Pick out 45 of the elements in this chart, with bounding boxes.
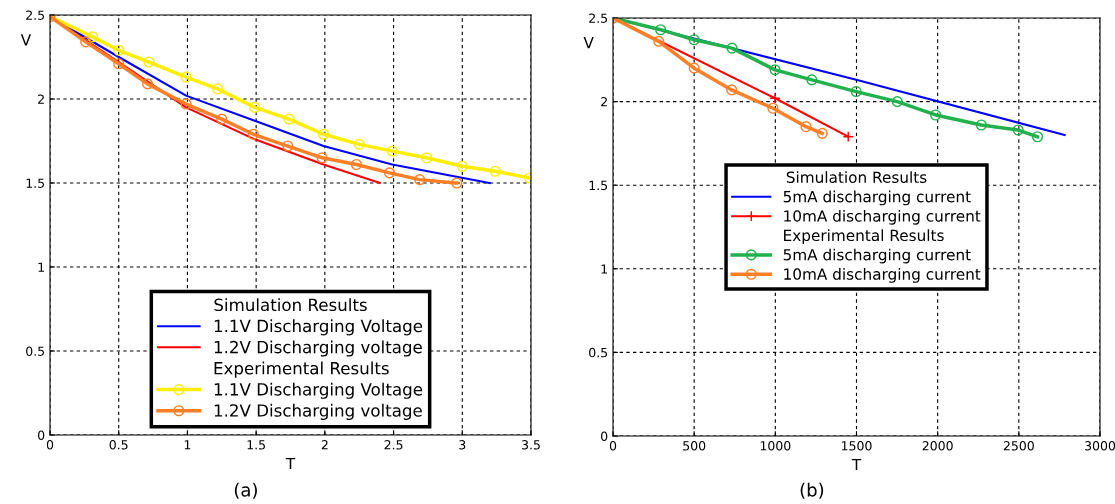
x-tick-label: 1000	[760, 441, 791, 451]
annotation: Experimental Results	[214, 361, 389, 378]
x-tick-label: 1.5	[247, 440, 265, 450]
legend-label: 1.1V Discharging Voltage	[214, 319, 423, 336]
legend-title: Simulation Results	[786, 171, 927, 184]
y-axis-title: V	[20, 34, 32, 46]
y-tick-label: 2	[38, 94, 44, 104]
legend-label: 5mA discharging current	[783, 190, 971, 206]
x-axis-title: T	[285, 457, 296, 470]
y-tick-label: 0.5	[589, 347, 608, 358]
x-tick-label: 3000	[1085, 441, 1115, 451]
x-axis-title: T	[851, 458, 862, 471]
legend-title: Simulation Results	[214, 298, 367, 312]
y-tick-label: 2.5	[589, 13, 608, 23]
x-tick-label: 2	[321, 440, 328, 450]
y-tick-label: 1.5	[26, 178, 45, 188]
legend-label: 1.2V Discharging voltage	[214, 403, 422, 420]
legend-label: 1.2V Discharging voltage	[214, 340, 422, 357]
x-tick-label: 3.5	[522, 440, 540, 450]
x-tick-label: 1500	[841, 441, 872, 451]
y-tick-label: 1.5	[589, 180, 608, 191]
x-tick-label: 0	[609, 441, 617, 451]
y-tick-label: 2	[601, 97, 607, 107]
x-tick-label: 500	[683, 441, 706, 451]
y-tick-label: 1	[38, 262, 44, 272]
legend-label: 1.1V Discharging Voltage	[214, 382, 423, 399]
x-tick-label: 1	[184, 440, 191, 450]
y-tick-label: 2.5	[26, 10, 45, 20]
legend-label: 10mA discharging current	[784, 268, 981, 283]
x-tick-label: 0	[46, 440, 54, 450]
x-tick-label: 2000	[922, 441, 953, 451]
x-tick-label: 0.5	[109, 440, 128, 450]
x-tick-label: 2.5	[384, 440, 403, 450]
annotation: Experimental Results	[784, 229, 944, 245]
legend-label: 10mA discharging current	[784, 209, 981, 225]
y-axis-title: V	[583, 37, 594, 49]
x-tick-label: 3	[459, 440, 466, 450]
y-tick-label: 0	[601, 431, 608, 441]
text: (b)	[800, 482, 824, 499]
legend-label: 5mA discharging current	[783, 248, 971, 264]
x-tick-label: 2500	[1003, 441, 1034, 451]
y-tick-label: 0	[38, 430, 45, 440]
text: (a)	[234, 482, 257, 499]
y-tick-label: 1	[601, 264, 607, 274]
y-tick-label: 0.5	[26, 346, 45, 356]
